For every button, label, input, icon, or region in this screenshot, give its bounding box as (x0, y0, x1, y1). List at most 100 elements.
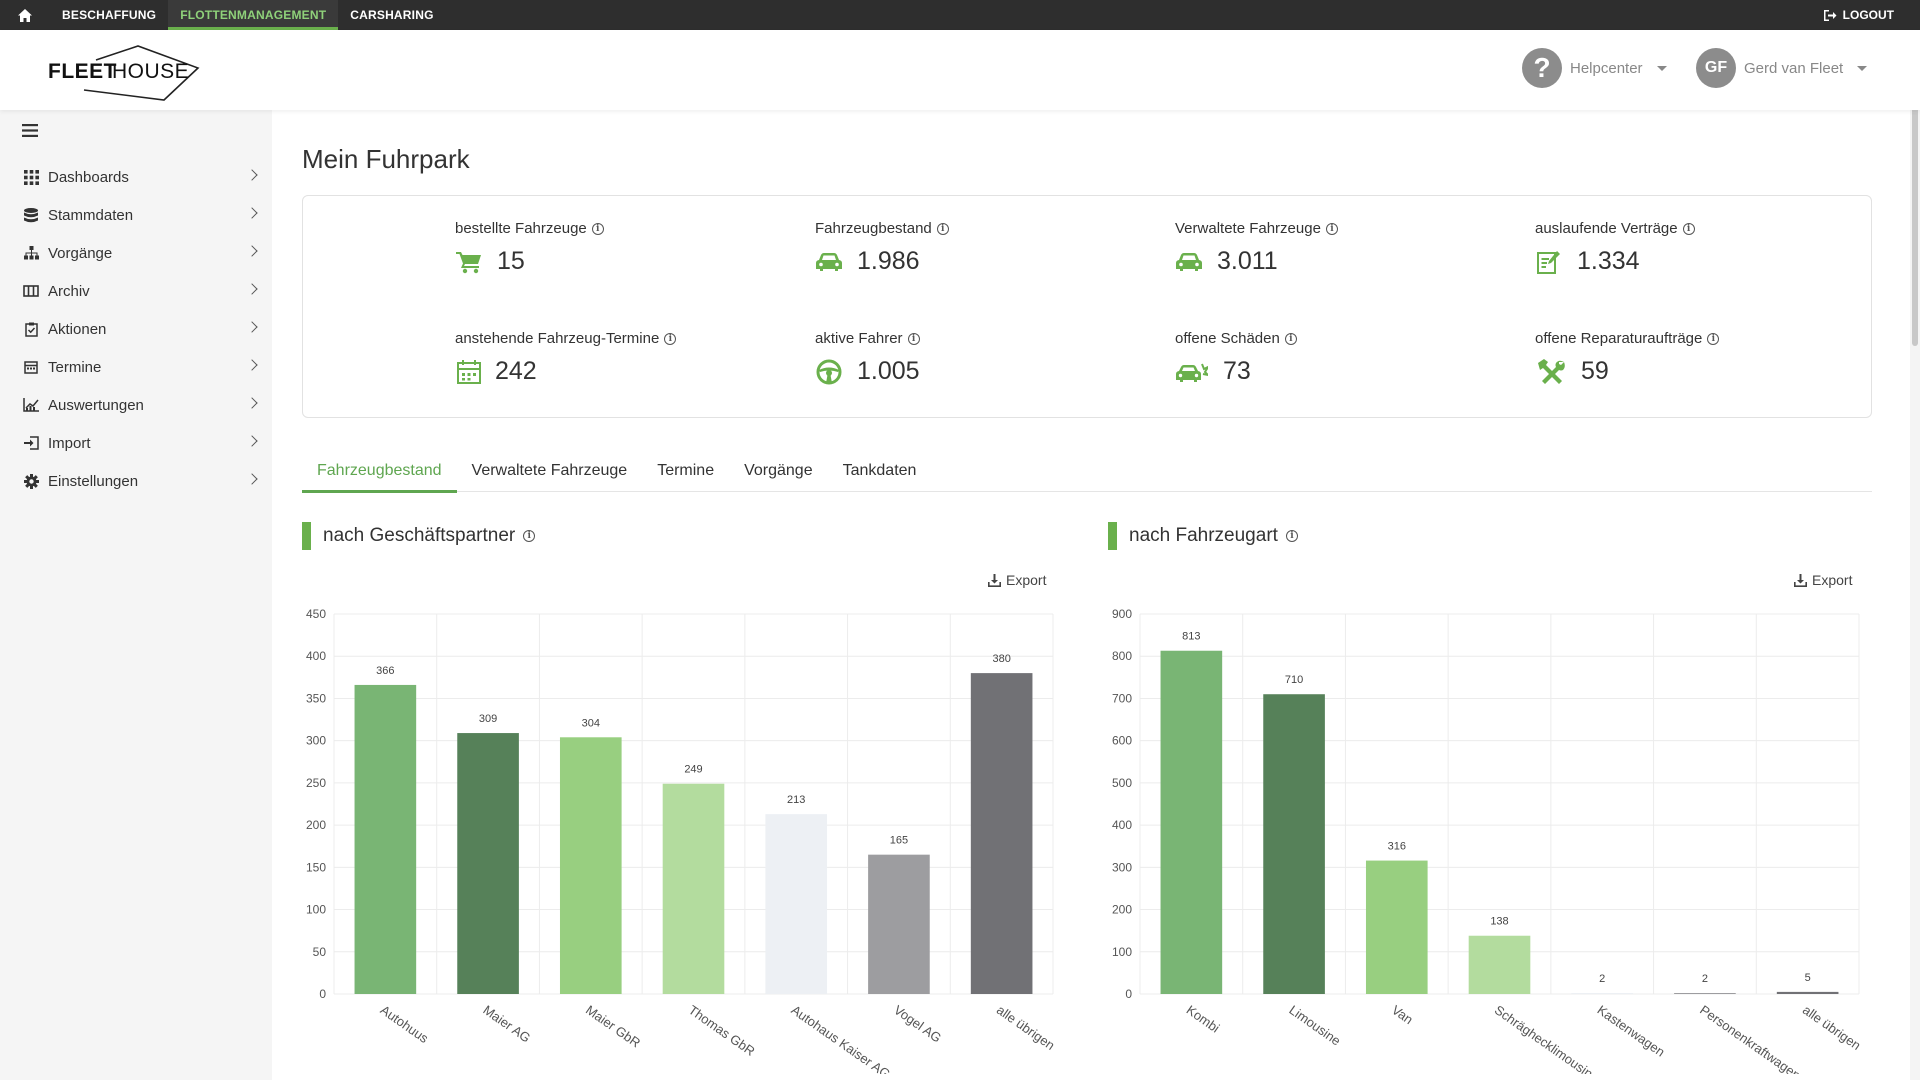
sidebar-item-vorgaenge[interactable]: Vorgänge (0, 234, 272, 272)
steering-wheel-icon (815, 358, 843, 386)
clipboard-check-icon (22, 320, 40, 338)
avatar: GF (1696, 48, 1736, 88)
bar-chart-geschaeftspartner: 0 50 100 150 200 250 300 350 400 450 366 Autohuus 30… (306, 607, 1058, 1074)
info-icon[interactable]: i (1325, 222, 1338, 235)
chevron-down-icon (1656, 65, 1667, 71)
sidebar-item-stammdaten[interactable]: Stammdaten (0, 196, 272, 234)
bar[interactable] (457, 733, 519, 994)
info-icon[interactable]: i (591, 222, 604, 235)
tab-tankdaten[interactable]: Tankdaten (842, 462, 917, 479)
sidebar-item-label: Import (48, 434, 91, 452)
bar[interactable] (868, 854, 930, 994)
bar[interactable] (1365, 860, 1428, 994)
chart-title-accent (302, 522, 311, 550)
logout-button[interactable]: LOGOUT (1823, 0, 1894, 30)
top-navigation-bar: BESCHAFFUNG FLOTTENMANAGEMENT CARSHARING… (0, 0, 1920, 30)
y-tick-label: 250 (306, 776, 326, 790)
info-icon[interactable]: i (907, 332, 920, 345)
kpi-auslaufende-vertraege[interactable]: auslaufende Verträge i 1.334 (1535, 220, 1875, 276)
kpi-value: 73 (1223, 357, 1251, 385)
x-tick-label: Limousine (1286, 1002, 1343, 1048)
database-icon (22, 206, 40, 224)
sidebar-item-import[interactable]: Import (0, 424, 272, 462)
bar[interactable] (354, 684, 417, 994)
info-icon[interactable]: i (1707, 332, 1720, 345)
chart-grid: 0 100 200 300 400 500 600 700 800 900 (1112, 607, 1860, 1001)
kpi-fahrzeugbestand[interactable]: Fahrzeugbestand i 1.986 (815, 220, 1155, 276)
y-tick-label: 0 (1125, 987, 1132, 1001)
tab-fahrzeugbestand[interactable]: Fahrzeugbestand (302, 450, 457, 493)
info-icon[interactable]: i (936, 222, 949, 235)
fleethouse-logo[interactable]: FLEET HOUSE (46, 38, 206, 102)
kpi-label: bestellte Fahrzeuge (455, 220, 587, 237)
x-tick-label: Kastenwagen (1594, 1002, 1667, 1059)
info-icon[interactable]: i (523, 530, 536, 542)
download-icon (988, 573, 1001, 587)
kpi-aktive-fahrer[interactable]: aktive Fahrer i 1.005 (815, 330, 1155, 386)
chevron-right-icon (246, 283, 258, 295)
info-icon[interactable]: i (1284, 332, 1297, 345)
info-icon[interactable]: i (664, 332, 677, 345)
kpi-offene-reparaturauftraege[interactable]: offene Reparaturaufträge i 59 (1535, 330, 1875, 386)
chevron-right-icon (246, 321, 258, 333)
tab-termine[interactable]: Termine (657, 462, 715, 479)
bar[interactable] (765, 814, 828, 994)
bar[interactable] (1263, 694, 1325, 994)
menu-toggle-button[interactable] (22, 124, 38, 142)
y-tick-label: 350 (306, 691, 326, 705)
helpcenter-menu[interactable]: ? Helpcenter (1522, 48, 1667, 88)
kpi-anstehende-termine[interactable]: anstehende Fahrzeug-Termine i 242 (455, 330, 795, 386)
x-tick-label: Van (1389, 1002, 1416, 1027)
y-tick-label: 600 (1112, 734, 1132, 748)
export-button[interactable]: Export (988, 572, 1046, 588)
y-tick-label: 200 (306, 818, 326, 832)
data-label: 316 (1388, 841, 1406, 853)
chart-title-text: nach Fahrzeugart (1129, 525, 1278, 546)
bar[interactable] (1160, 650, 1223, 994)
tab-verwaltete-fahrzeuge[interactable]: Verwaltete Fahrzeuge (471, 462, 628, 479)
sidebar-item-archiv[interactable]: Archiv (0, 272, 272, 310)
y-tick-label: 900 (1112, 607, 1132, 621)
info-icon[interactable]: i (1682, 222, 1695, 235)
x-tick-label: Maier GbR (583, 1002, 643, 1050)
kpi-label: Verwaltete Fahrzeuge (1175, 220, 1321, 237)
data-label: 249 (684, 764, 702, 776)
sidebar-item-aktionen[interactable]: Aktionen (0, 310, 272, 348)
info-icon[interactable]: i (1285, 530, 1298, 542)
user-menu[interactable]: GF Gerd van Fleet (1696, 48, 1868, 88)
kpi-bestellte-fahrzeuge[interactable]: bestellte Fahrzeuge i 15 (455, 220, 795, 276)
y-tick-label: 0 (319, 987, 326, 1001)
sidebar-item-termine[interactable]: Termine (0, 348, 272, 386)
export-button[interactable]: Export (1794, 572, 1852, 588)
x-tick-label: Schräghecklimousine (1492, 1002, 1602, 1074)
import-icon (22, 434, 40, 452)
bar[interactable] (1776, 991, 1839, 994)
calendar-icon (22, 358, 40, 376)
topnav-flottenmanagement[interactable]: FLOTTENMANAGEMENT (168, 0, 339, 30)
kpi-offene-schaeden[interactable]: offene Schäden i 73 (1175, 330, 1515, 386)
sidebar-item-auswertungen[interactable]: Auswertungen (0, 386, 272, 424)
scrollbar-thumb[interactable] (1912, 34, 1918, 346)
bar[interactable] (1571, 993, 1634, 994)
bar[interactable] (1468, 935, 1531, 994)
bar[interactable] (559, 737, 622, 994)
y-tick-label: 100 (1112, 945, 1132, 959)
page-scrollbar[interactable] (1910, 30, 1920, 1080)
chevron-right-icon (246, 169, 258, 181)
bar[interactable] (1674, 993, 1736, 994)
bar[interactable] (970, 673, 1033, 994)
sidebar-item-dashboards[interactable]: Dashboards (0, 158, 272, 196)
car-crash-icon (1175, 358, 1209, 386)
topnav-beschaffung[interactable]: BESCHAFFUNG (62, 8, 157, 22)
bar[interactable] (662, 783, 725, 994)
home-button[interactable] (0, 0, 50, 30)
kpi-label: auslaufende Verträge (1535, 220, 1678, 237)
chart-title-accent (1108, 522, 1117, 550)
kpi-label: anstehende Fahrzeug-Termine (455, 330, 660, 347)
data-label: 710 (1285, 674, 1303, 686)
kpi-verwaltete-fahrzeuge[interactable]: Verwaltete Fahrzeuge i 3.011 (1175, 220, 1515, 276)
topnav-carsharing[interactable]: CARSHARING (350, 8, 434, 22)
tab-vorgaenge[interactable]: Vorgänge (744, 462, 813, 479)
data-label: 138 (1490, 916, 1508, 928)
sidebar-item-einstellungen[interactable]: Einstellungen (0, 462, 272, 500)
